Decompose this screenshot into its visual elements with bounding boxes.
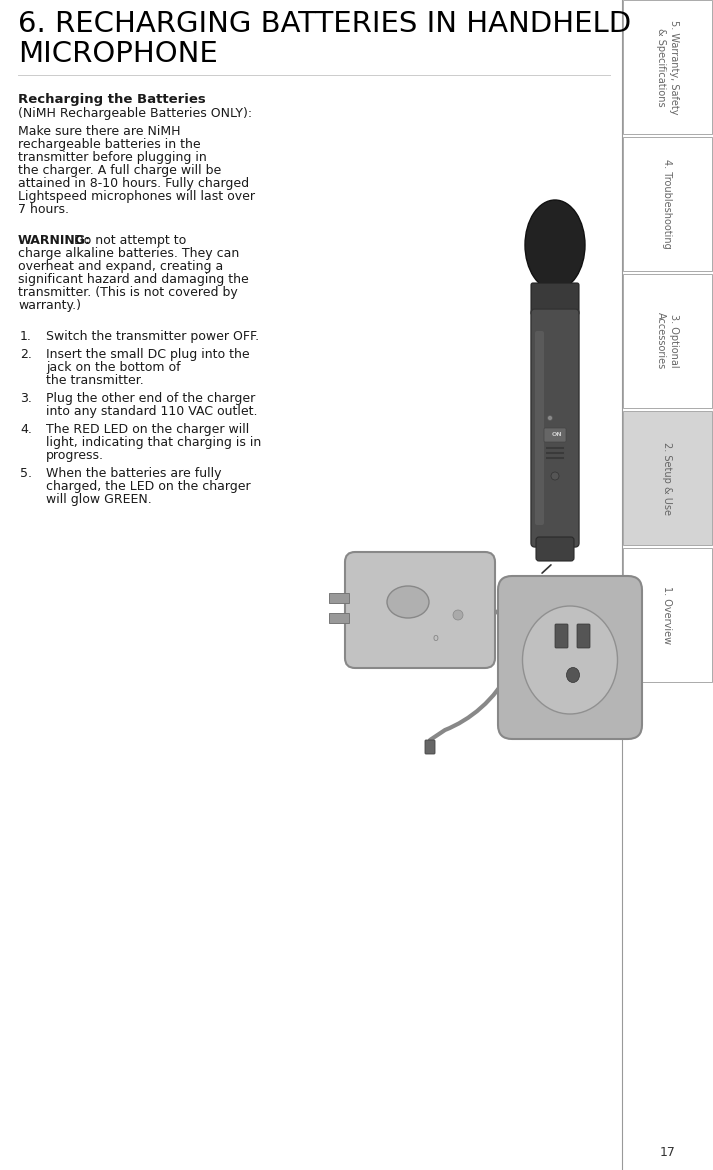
Text: 4. Troubleshooting: 4. Troubleshooting — [662, 159, 672, 249]
FancyBboxPatch shape — [329, 613, 349, 622]
Text: 4.: 4. — [20, 424, 32, 436]
Text: Make sure there are NiMH: Make sure there are NiMH — [18, 125, 180, 138]
FancyBboxPatch shape — [555, 624, 568, 648]
Text: When the batteries are fully: When the batteries are fully — [46, 467, 222, 480]
Text: overheat and expand, creating a: overheat and expand, creating a — [18, 260, 223, 273]
Text: 5.: 5. — [20, 467, 32, 480]
Text: The RED LED on the charger will: The RED LED on the charger will — [46, 424, 250, 436]
Text: Recharging the Batteries: Recharging the Batteries — [18, 92, 206, 106]
FancyBboxPatch shape — [531, 283, 579, 315]
FancyBboxPatch shape — [536, 537, 574, 560]
Circle shape — [453, 610, 463, 620]
Text: 7 hours.: 7 hours. — [18, 204, 69, 216]
Text: attained in 8-10 hours. Fully charged: attained in 8-10 hours. Fully charged — [18, 177, 249, 190]
Text: into any standard 110 VAC outlet.: into any standard 110 VAC outlet. — [46, 405, 257, 418]
Text: will glow GREEN.: will glow GREEN. — [46, 493, 152, 505]
Ellipse shape — [567, 668, 580, 682]
Text: ON: ON — [552, 433, 563, 438]
FancyBboxPatch shape — [535, 331, 544, 525]
FancyBboxPatch shape — [531, 309, 579, 548]
Text: 17: 17 — [660, 1145, 675, 1158]
Text: MICROPHONE: MICROPHONE — [18, 40, 217, 68]
Text: the transmitter.: the transmitter. — [46, 374, 144, 387]
FancyBboxPatch shape — [623, 548, 712, 682]
Text: transmitter before plugging in: transmitter before plugging in — [18, 151, 207, 164]
FancyBboxPatch shape — [577, 624, 590, 648]
Text: warranty.): warranty.) — [18, 300, 81, 312]
Text: progress.: progress. — [46, 449, 104, 462]
FancyBboxPatch shape — [329, 593, 349, 603]
Text: significant hazard and damaging the: significant hazard and damaging the — [18, 273, 249, 285]
FancyBboxPatch shape — [544, 428, 566, 442]
FancyBboxPatch shape — [425, 739, 435, 753]
Text: Insert the small DC plug into the: Insert the small DC plug into the — [46, 347, 250, 362]
Text: WARNING:: WARNING: — [18, 234, 91, 247]
Text: charged, the LED on the charger: charged, the LED on the charger — [46, 480, 251, 493]
Text: 3. Optional
Accessories: 3. Optional Accessories — [656, 312, 679, 370]
FancyBboxPatch shape — [498, 576, 642, 739]
Text: jack on the bottom of: jack on the bottom of — [46, 362, 180, 374]
Text: 2. Setup & Use: 2. Setup & Use — [662, 441, 672, 515]
Text: 5. Warranty, Safety
& Specifications: 5. Warranty, Safety & Specifications — [656, 20, 679, 115]
Circle shape — [548, 415, 553, 420]
Text: light, indicating that charging is in: light, indicating that charging is in — [46, 436, 261, 449]
Text: Do not attempt to: Do not attempt to — [70, 234, 186, 247]
FancyBboxPatch shape — [623, 274, 712, 408]
Text: Lightspeed microphones will last over: Lightspeed microphones will last over — [18, 190, 255, 204]
FancyBboxPatch shape — [345, 552, 495, 668]
Ellipse shape — [523, 606, 617, 714]
Text: 1.: 1. — [20, 330, 32, 343]
Text: Plug the other end of the charger: Plug the other end of the charger — [46, 392, 255, 405]
Text: the charger. A full charge will be: the charger. A full charge will be — [18, 164, 221, 177]
Circle shape — [551, 472, 559, 480]
Text: 2.: 2. — [20, 347, 32, 362]
Text: 1. Overview: 1. Overview — [662, 586, 672, 644]
Ellipse shape — [387, 586, 429, 618]
Text: 3.: 3. — [20, 392, 32, 405]
Text: (NiMH Rechargeable Batteries ONLY):: (NiMH Rechargeable Batteries ONLY): — [18, 106, 252, 121]
FancyBboxPatch shape — [623, 137, 712, 271]
Text: transmitter. (This is not covered by: transmitter. (This is not covered by — [18, 285, 237, 300]
Text: o: o — [432, 633, 438, 644]
FancyBboxPatch shape — [623, 0, 712, 135]
Text: 6. RECHARGING BATTERIES IN HANDHELD: 6. RECHARGING BATTERIES IN HANDHELD — [18, 11, 631, 37]
FancyBboxPatch shape — [623, 411, 712, 545]
Ellipse shape — [525, 200, 585, 290]
Text: charge alkaline batteries. They can: charge alkaline batteries. They can — [18, 247, 240, 260]
Text: rechargeable batteries in the: rechargeable batteries in the — [18, 138, 200, 151]
Text: Switch the transmitter power OFF.: Switch the transmitter power OFF. — [46, 330, 259, 343]
